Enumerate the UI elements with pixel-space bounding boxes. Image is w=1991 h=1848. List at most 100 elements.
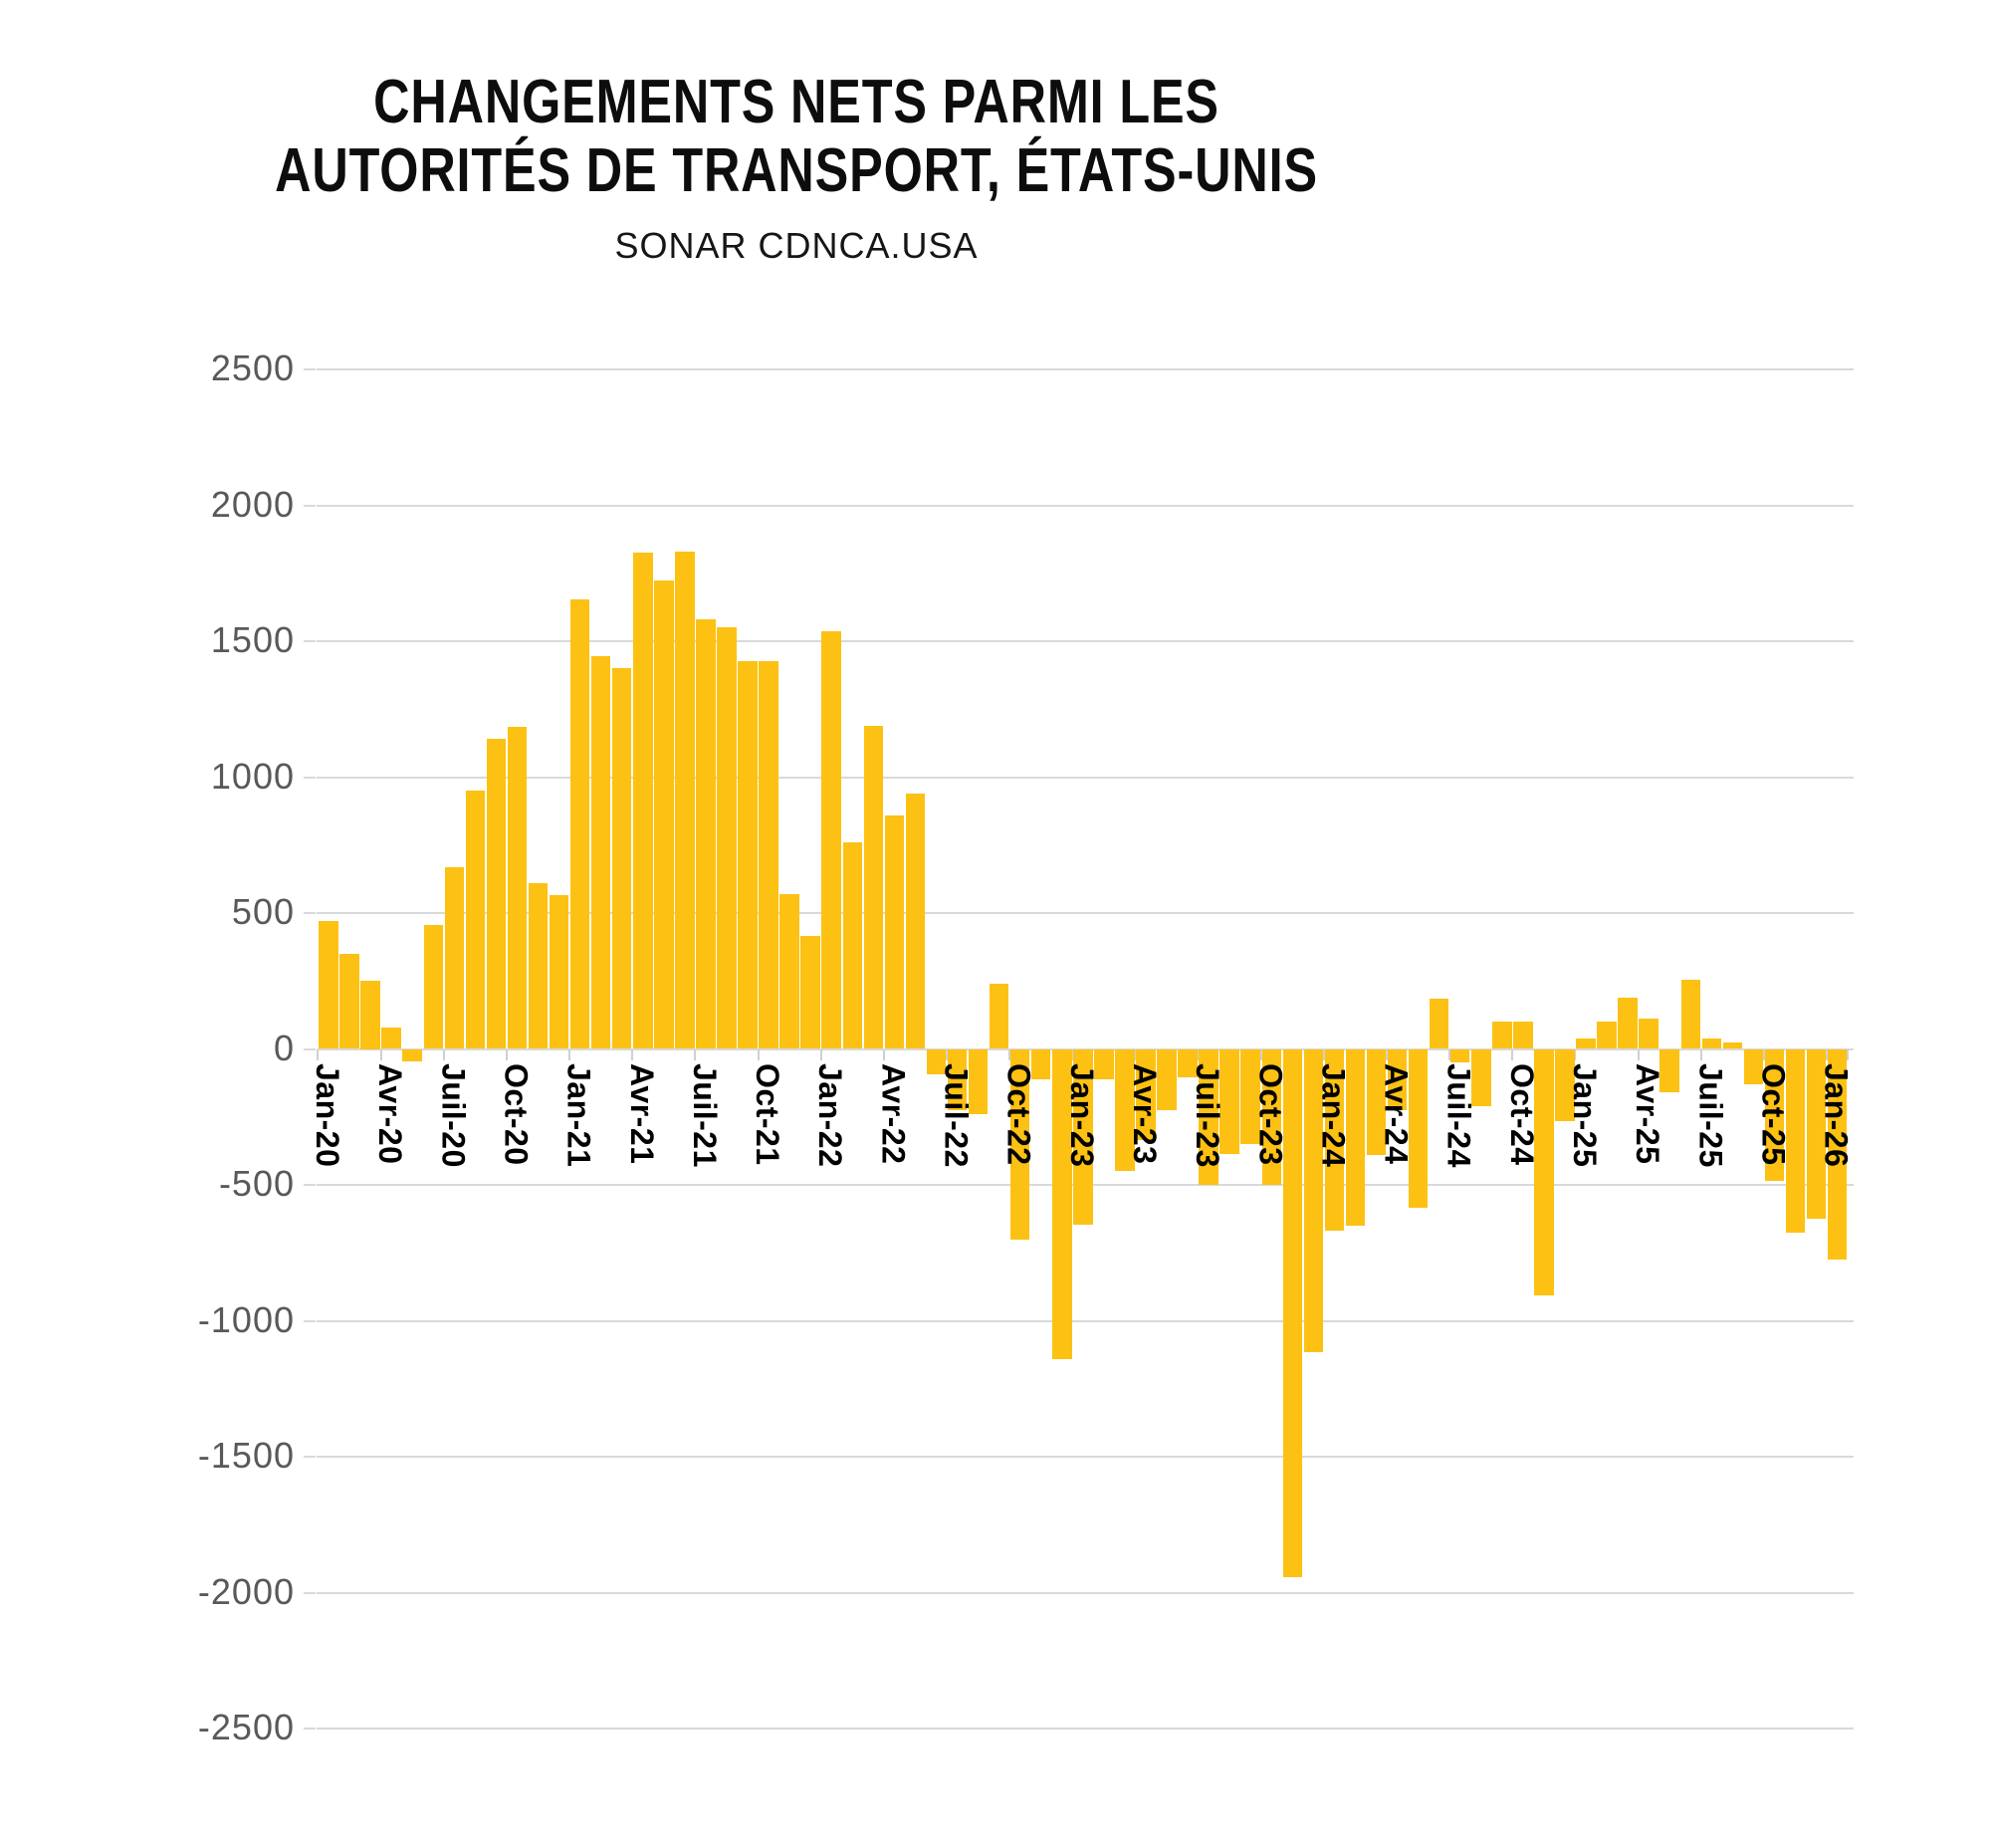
y-axis-tick	[304, 1728, 316, 1730]
bar	[1199, 1048, 1218, 1185]
x-axis-label: Avr-23	[1126, 1062, 1163, 1164]
x-axis-tick	[1762, 1048, 1765, 1060]
bar	[381, 1027, 401, 1049]
x-axis-label: Oct-20	[498, 1062, 535, 1166]
gridline	[317, 912, 1854, 914]
x-axis-label: Jan-20	[310, 1062, 345, 1167]
y-axis-label: 500	[231, 891, 295, 932]
bar	[1345, 1048, 1366, 1226]
bar	[1471, 1048, 1491, 1106]
x-axis-tick	[1847, 1048, 1850, 1060]
x-axis-tick	[1259, 1048, 1262, 1060]
bar	[1513, 1022, 1533, 1049]
gridline	[317, 1319, 1854, 1322]
x-axis-tick	[1008, 1048, 1011, 1060]
gridline	[317, 1591, 1854, 1594]
x-axis-tick	[1699, 1048, 1702, 1060]
bar	[1157, 1048, 1177, 1110]
bar	[1555, 1048, 1575, 1121]
bar	[1785, 1048, 1806, 1233]
y-axis-label: -2000	[197, 1570, 295, 1612]
bar	[402, 1048, 422, 1061]
y-axis-label: -1500	[197, 1435, 295, 1476]
x-axis-label: Jan-24	[1315, 1062, 1352, 1167]
x-axis-tick	[317, 1048, 320, 1060]
bar	[549, 895, 569, 1049]
x-axis-label: Juil-20	[435, 1062, 472, 1168]
x-axis-tick	[379, 1048, 382, 1060]
y-axis-label: -2500	[197, 1707, 295, 1747]
bar	[528, 882, 549, 1049]
y-axis-tick	[304, 776, 316, 779]
bar	[1534, 1048, 1554, 1295]
x-axis-label: Avr-25	[1630, 1062, 1666, 1164]
x-axis-label: Jan-21	[560, 1062, 597, 1167]
bar	[633, 553, 653, 1049]
bar	[465, 791, 486, 1049]
bar	[779, 893, 799, 1049]
bar	[1743, 1048, 1764, 1084]
bar	[717, 627, 737, 1049]
bar	[1324, 1048, 1345, 1232]
x-axis-tick	[882, 1048, 885, 1060]
gridline	[317, 504, 1854, 507]
bar	[486, 739, 507, 1049]
bar	[1806, 1048, 1827, 1220]
x-axis-label: Juil-23	[1190, 1062, 1226, 1168]
bar	[1240, 1048, 1260, 1145]
x-axis-label: Jan-22	[812, 1062, 849, 1167]
bar	[926, 1048, 947, 1075]
x-axis-label: Juil-22	[938, 1062, 975, 1168]
y-axis-tick	[304, 1184, 316, 1186]
x-axis-tick	[568, 1048, 571, 1060]
x-axis-tick	[631, 1048, 634, 1060]
x-axis-label: Juil-21	[686, 1062, 723, 1168]
bar	[1219, 1048, 1239, 1154]
bar	[360, 981, 380, 1049]
y-axis-tick	[304, 912, 316, 914]
bar	[1094, 1048, 1114, 1079]
bar	[569, 598, 590, 1049]
bar	[842, 842, 862, 1049]
x-axis-tick	[819, 1048, 822, 1060]
y-axis-tick	[304, 1319, 316, 1322]
bar	[1492, 1022, 1512, 1049]
bar	[1282, 1048, 1303, 1578]
x-axis-tick	[1637, 1048, 1640, 1060]
bar	[423, 925, 443, 1049]
y-axis-tick	[304, 504, 316, 507]
x-axis-tick	[1511, 1048, 1514, 1060]
x-axis-label: Oct-23	[1252, 1062, 1289, 1166]
bar	[696, 619, 716, 1049]
chart-title: CHANGEMENTS NETS PARMI LES AUTORITÉS DE …	[127, 67, 1465, 204]
bar	[738, 661, 758, 1049]
bar	[319, 921, 338, 1049]
x-axis-tick	[1322, 1048, 1325, 1060]
gridline	[317, 1456, 1854, 1458]
bar	[611, 668, 632, 1049]
y-axis-tick	[304, 368, 316, 370]
gridline	[317, 368, 1854, 370]
y-axis-label: -500	[218, 1163, 295, 1204]
bar	[1052, 1048, 1072, 1359]
y-axis-tick	[304, 1456, 316, 1458]
y-axis-tick	[304, 640, 316, 642]
y-axis-label: 0	[273, 1027, 295, 1068]
gridline	[317, 776, 1854, 779]
bar	[1576, 1038, 1596, 1049]
x-axis-tick	[945, 1048, 948, 1060]
bar	[1366, 1048, 1387, 1155]
bar	[905, 793, 926, 1049]
bar	[1115, 1048, 1135, 1172]
x-axis-tick	[1386, 1048, 1389, 1060]
x-axis-label: Oct-21	[750, 1062, 786, 1166]
y-axis-label: 2000	[210, 483, 295, 525]
bar	[1618, 997, 1638, 1049]
bar	[759, 661, 778, 1049]
bar	[1178, 1048, 1198, 1078]
y-axis-label: 2500	[210, 347, 295, 388]
x-axis-label: Juil-24	[1440, 1062, 1477, 1168]
bar	[1827, 1048, 1848, 1261]
bar	[1136, 1048, 1156, 1140]
